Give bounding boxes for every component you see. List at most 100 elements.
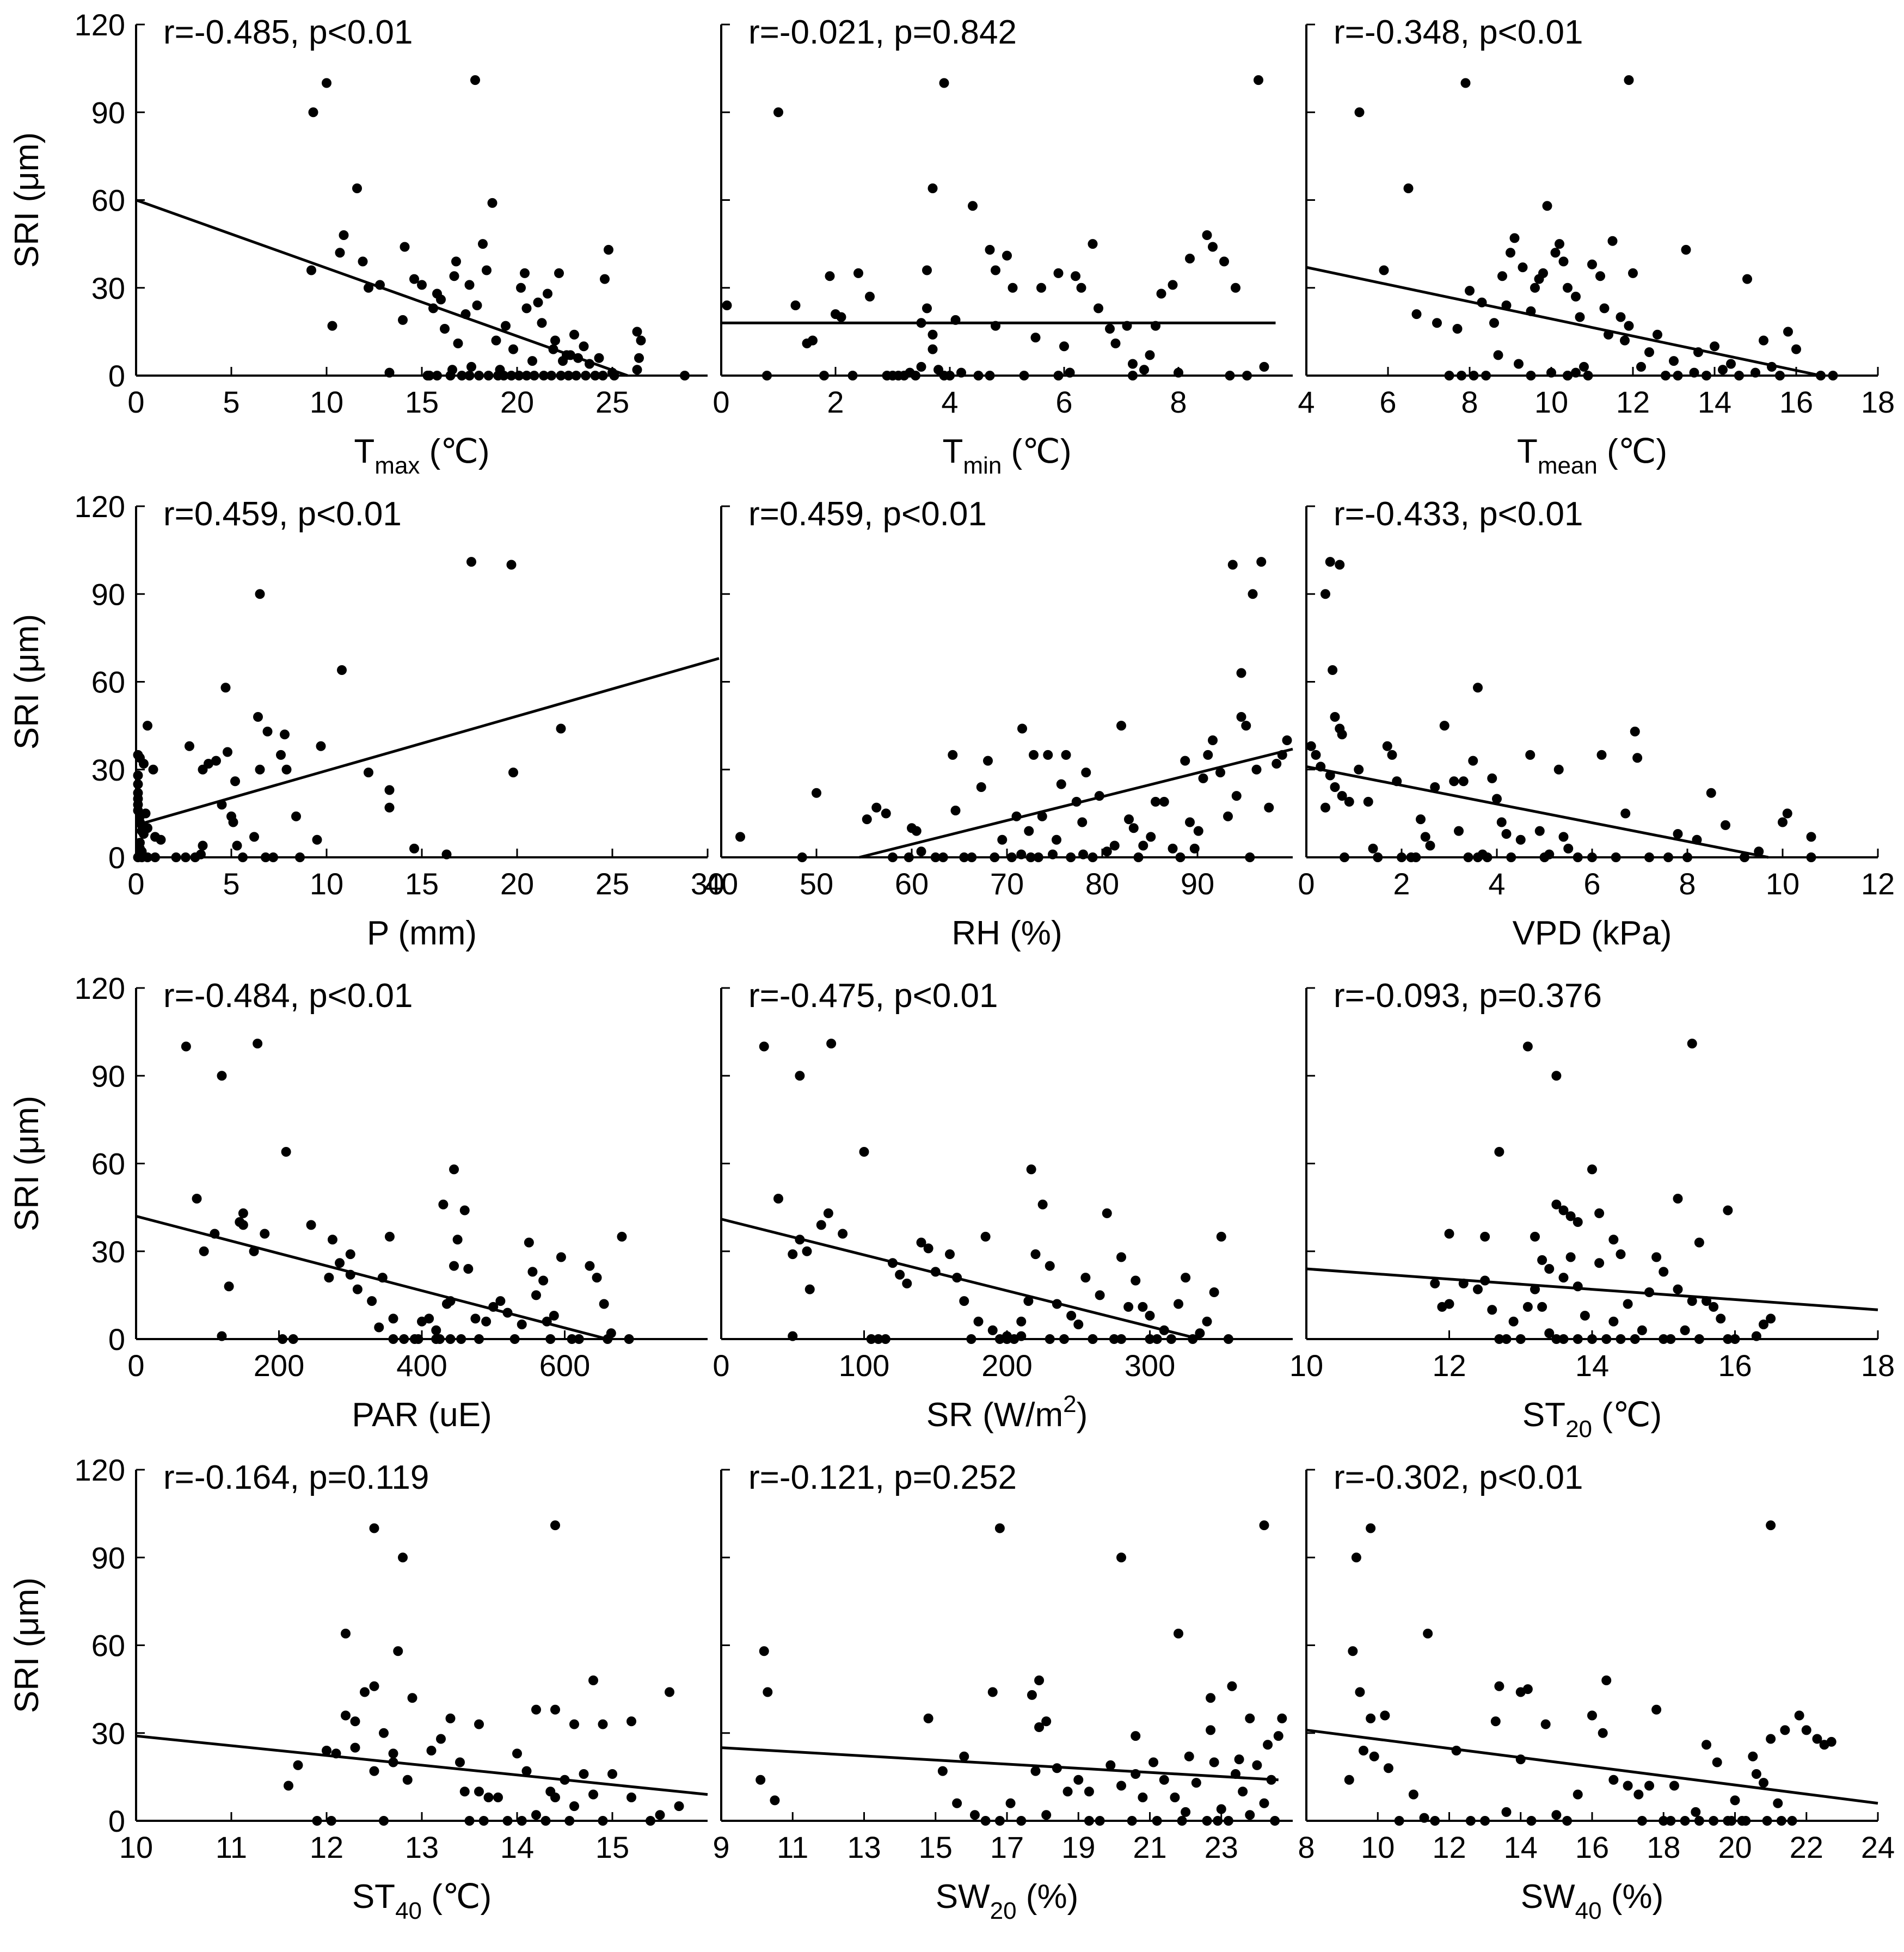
data-point [1661, 371, 1670, 380]
data-point [322, 78, 331, 88]
data-point [1335, 560, 1345, 570]
data-point [1579, 361, 1589, 372]
panel-st40: 0 30 60 90 120 10 11 12 13 14 15 r=-0.164, p=0.119 S… [8, 1453, 708, 1924]
data-point [1238, 1787, 1248, 1797]
data-point [539, 371, 549, 380]
data-point [985, 244, 995, 255]
data-point [1408, 1789, 1418, 1800]
data-point [1242, 371, 1252, 380]
data-point [1537, 1302, 1547, 1312]
data-point [1168, 280, 1178, 290]
data-point [987, 1325, 998, 1335]
data-point [735, 832, 745, 842]
data-point [230, 776, 240, 787]
data-point [1694, 1334, 1704, 1344]
data-point [991, 321, 1000, 331]
data-point [1709, 1302, 1719, 1312]
x-tick-label: 10 [1289, 1348, 1323, 1383]
data-point [460, 309, 471, 320]
data-point [1530, 1284, 1540, 1294]
y-axis-label: SRI (μm) [8, 132, 46, 268]
data-point [1480, 1816, 1490, 1826]
data-point [466, 557, 476, 567]
data-point [1573, 1281, 1583, 1292]
data-point [508, 344, 518, 354]
data-point [1687, 1296, 1697, 1306]
data-point [1030, 1249, 1041, 1260]
data-point [1181, 1273, 1191, 1283]
data-point [1573, 1217, 1583, 1227]
x-tick-label: 15 [405, 867, 439, 901]
data-point [1620, 335, 1630, 346]
data-point [634, 353, 644, 363]
data-point [1599, 303, 1610, 314]
data-point [499, 371, 509, 380]
data-point [1170, 1793, 1180, 1802]
data-point [1208, 242, 1218, 252]
data-point [1538, 268, 1548, 278]
data-point [1710, 341, 1719, 352]
data-point [198, 840, 208, 851]
data-point [345, 1269, 355, 1280]
y-tick-label: 120 [75, 971, 125, 1005]
data-point [1340, 852, 1349, 862]
data-point [413, 1334, 423, 1344]
data-point [1065, 367, 1075, 378]
data-point [379, 1728, 389, 1738]
data-point [474, 371, 484, 380]
data-point [1508, 1316, 1519, 1327]
data-point [581, 371, 591, 380]
data-point [1537, 1255, 1547, 1265]
data-point [1680, 1325, 1690, 1335]
data-point [1369, 1751, 1379, 1761]
data-point [409, 843, 419, 854]
x-tick-label: 10 [1766, 867, 1799, 901]
x-tick-label: 12 [1432, 1830, 1466, 1864]
data-point [464, 1816, 475, 1826]
data-point [916, 318, 926, 328]
x-tick-label: 6 [1583, 867, 1600, 901]
data-point [1826, 1736, 1837, 1747]
data-point [1131, 1731, 1141, 1741]
data-point [1616, 312, 1626, 322]
data-point [655, 1810, 665, 1820]
data-point [823, 1208, 833, 1218]
data-point [1025, 852, 1036, 862]
data-point [453, 338, 463, 348]
data-point [1174, 367, 1183, 378]
data-point [1105, 1760, 1116, 1770]
data-point [1544, 849, 1555, 860]
data-point [1052, 834, 1061, 845]
data-point [1024, 826, 1034, 836]
data-point [1637, 1816, 1647, 1826]
data-point [1029, 750, 1039, 760]
data-point [1231, 1769, 1240, 1779]
data-point [1791, 344, 1801, 354]
data-point [140, 808, 151, 819]
data-point [543, 288, 552, 299]
data-point [502, 1816, 513, 1826]
data-point [646, 1816, 655, 1826]
data-point [997, 834, 1008, 845]
data-point [923, 1243, 933, 1254]
panel-st20: 10 12 14 16 18 r=-0.093, p=0.376 ST20 (℃) [1289, 977, 1895, 1442]
data-point [1266, 1775, 1276, 1785]
data-point [1094, 791, 1104, 801]
data-point [445, 371, 456, 380]
data-point [1216, 1231, 1226, 1242]
data-point [1694, 1237, 1704, 1248]
data-point [238, 1208, 248, 1218]
data-point [1195, 1328, 1205, 1339]
x-tick-label: 14 [1575, 1348, 1609, 1383]
data-point [1193, 826, 1203, 836]
data-point [1344, 1775, 1354, 1785]
y-tick-label: 60 [91, 1629, 125, 1663]
data-point [1473, 683, 1483, 693]
correlation-stat: r=-0.485, p<0.01 [163, 14, 413, 51]
x-tick-label: 0 [127, 1348, 144, 1383]
data-point [1227, 560, 1238, 570]
data-point [291, 811, 301, 821]
x-tick-label: 0 [713, 1348, 729, 1383]
x-tick-label: 8 [1461, 385, 1478, 419]
data-point [1666, 1816, 1676, 1826]
